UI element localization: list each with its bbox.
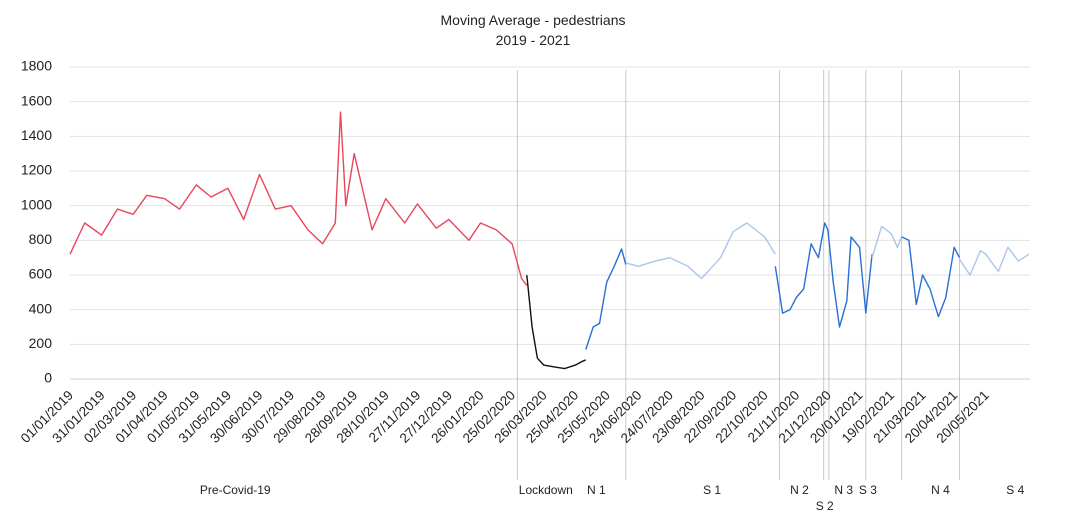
phase-label: S 1 [703, 483, 721, 497]
phase-dividers [516, 70, 960, 480]
chart-title: Moving Average - pedestrians [441, 12, 626, 28]
x-axis: 01/01/201931/01/201902/03/201901/04/2019… [18, 388, 992, 446]
y-tick-label: 800 [29, 231, 53, 247]
y-tick-label: 1200 [21, 162, 52, 178]
y-tick-label: 1600 [21, 92, 52, 108]
phase-label: S 4 [1006, 483, 1024, 497]
series-line-pre-covid [69, 111, 528, 286]
y-tick-label: 1800 [21, 58, 52, 74]
y-tick-label: 200 [29, 335, 53, 351]
y-tick-label: 400 [29, 300, 53, 316]
series-line-restriction [774, 222, 873, 328]
phase-label: Pre-Covid-19 [200, 483, 271, 497]
y-tick-label: 600 [29, 266, 53, 282]
y-tick-label: 1000 [21, 196, 52, 212]
y-tick-label: 1400 [21, 127, 52, 143]
series-lines [69, 111, 1030, 370]
series-line-easing [958, 246, 1030, 276]
phase-label: N 2 [790, 483, 809, 497]
series-line-restriction [901, 236, 961, 318]
y-axis: 0 200 400 600 800 1000 1200 1400 1600 1800 [21, 58, 52, 386]
phase-label: N 1 [587, 483, 606, 497]
y-tick-label: 0 [44, 370, 52, 386]
phase-label: S 2 [816, 499, 834, 513]
series-line-lockdown [526, 274, 587, 370]
phase-label: S 3 [859, 483, 877, 497]
chart-subtitle: 2019 - 2021 [496, 32, 571, 48]
phase-label: N 4 [931, 483, 950, 497]
phase-label: N 3 [834, 483, 853, 497]
series-line-easing [625, 222, 776, 280]
series-line-easing [871, 225, 903, 258]
phase-labels: Pre-Covid-19 Lockdown N 1 S 1 N 2 S 2N 3 S 3 N … [200, 483, 1025, 513]
phase-label: Lockdown [519, 483, 573, 497]
series-line-restriction [585, 248, 627, 350]
gridlines [70, 66, 1030, 380]
